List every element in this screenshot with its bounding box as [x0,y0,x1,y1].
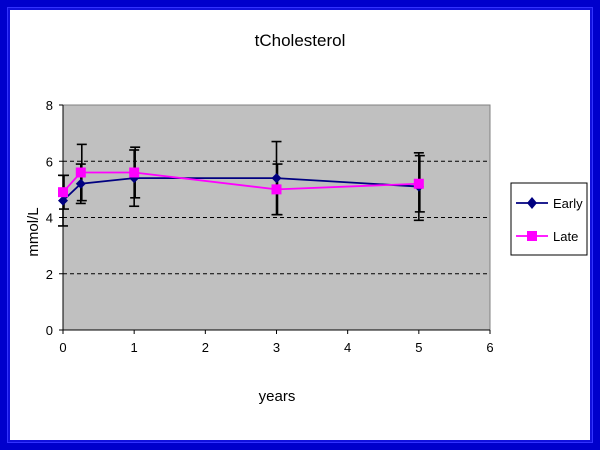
point-late-4 [413,178,424,189]
legend-marker-late [527,231,537,241]
legend-label-early: Early [553,196,583,211]
point-late-1 [75,167,86,178]
y-tick-label-0: 0 [46,323,53,338]
legend-marker-early [527,197,537,209]
chart-title: tCholesterol [255,31,346,50]
point-early-3 [271,173,282,184]
point-early-0 [58,195,68,206]
point-late-3 [271,184,282,195]
x-tick-label-5: 5 [415,340,422,355]
legend-box [510,182,588,256]
x-tick-label-1: 1 [131,340,138,355]
chart-area: tCholesterol 0 2 4 6 8 0 1 2 3 4 5 6 years mmol/L E… [10,10,590,440]
legend: Early Late [510,182,588,256]
y-tick-label-3: 6 [46,154,53,169]
x-tick-label-2: 2 [202,340,209,355]
tick-labels: 0 2 4 6 8 0 1 2 3 4 5 6 [46,98,494,355]
point-late-2 [129,167,140,178]
y-tick-label-1: 2 [46,267,53,282]
x-tick-label-4: 4 [344,340,351,355]
chart-svg: tCholesterol 0 2 4 6 8 0 1 2 3 4 5 6 years mmol/L E… [25,31,588,405]
series-markers [58,167,424,206]
x-tick-label-6: 6 [486,340,493,355]
x-tick-label-3: 3 [273,340,280,355]
point-early-2 [129,173,140,184]
x-tick-label-0: 0 [59,340,66,355]
y-tick-label-4: 8 [46,98,53,113]
x-axis-label: years [259,388,296,405]
legend-label-late: Late [553,229,578,244]
y-axis-label: mmol/L [25,207,42,256]
point-late-0 [58,187,68,198]
y-tick-label-2: 4 [46,211,53,226]
point-early-1 [75,178,86,189]
